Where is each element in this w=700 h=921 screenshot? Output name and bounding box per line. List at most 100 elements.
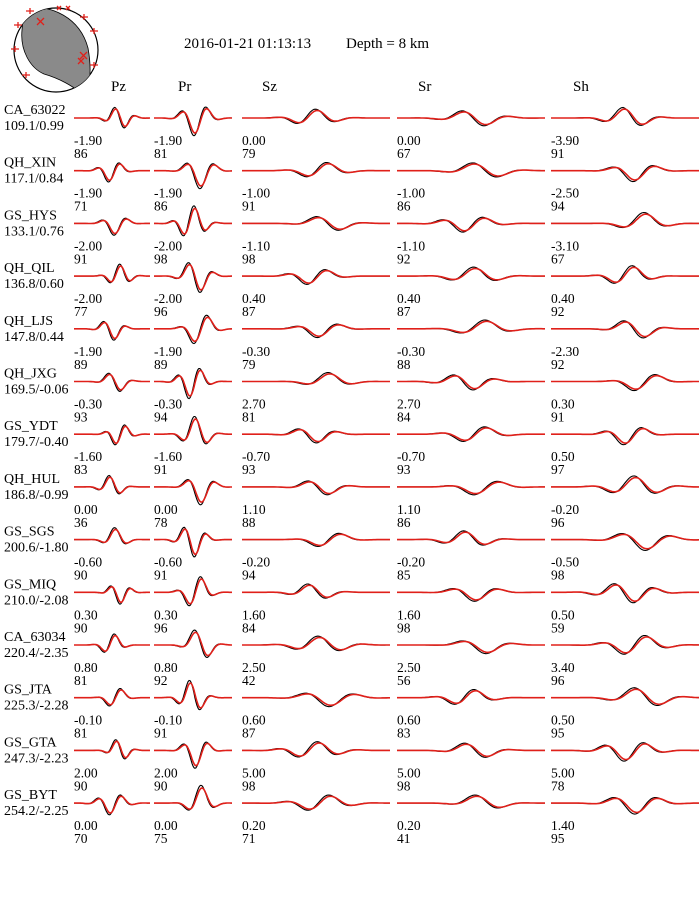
correlation-label: 95 [551,831,565,846]
correlation-label: 85 [397,568,411,583]
time-shift-label: -3.10 [551,238,579,253]
time-shift-label: -1.10 [397,238,425,253]
synthetic-waveform [74,218,150,235]
station-distance-azimuth: 210.0/-2.08 [4,593,69,608]
synthetic-waveform [242,584,390,599]
station-distance-azimuth: 186.8/-0.99 [4,488,69,503]
synthetic-waveform [397,588,545,601]
synthetic-waveform [397,640,545,654]
synthetic-waveform [154,787,232,810]
correlation-label: 91 [551,410,565,425]
time-shift-label: -0.20 [242,555,270,570]
correlation-label: 75 [154,831,168,846]
observed-waveform [551,427,699,446]
polarity-marker [65,5,71,11]
station-row: CA_63034220.4/-2.350.80810.80922.50422.5… [4,629,700,688]
correlation-label: 81 [154,146,168,161]
polarity-marker [14,22,22,28]
observed-waveform [242,692,390,708]
station-row: GS_SGS200.6/-1.80-0.6090-0.6091-0.2094-0… [4,525,700,583]
observed-waveform [74,217,150,236]
correlation-label: 87 [397,304,411,319]
time-shift-label: -1.90 [74,133,102,148]
station-distance-azimuth: 200.6/-1.80 [4,541,69,556]
synthetic-waveform [551,427,699,445]
time-shift-label: 0.00 [154,502,178,517]
polarity-marker [36,17,45,26]
synthetic-waveform [242,373,390,385]
synthetic-waveform [242,269,390,285]
correlation-label: 92 [154,673,168,688]
time-shift-label: -2.00 [74,291,102,306]
station-row: QH_JXG169.5/-0.06-0.3093-0.30942.70812.7… [4,367,699,425]
event-depth: Depth = 8 km [346,36,429,52]
station-name: GS_JTA [4,683,53,698]
synthetic-waveform [397,795,545,809]
observed-waveform [397,319,545,334]
correlation-label: 81 [74,726,88,741]
synthetic-waveform [242,795,390,811]
synthetic-waveform [551,374,699,391]
correlation-label: 91 [74,251,88,266]
time-shift-label: 0.50 [551,607,575,622]
synthetic-waveform [154,369,232,397]
time-shift-label: -0.60 [74,555,102,570]
synthetic-waveform [397,375,545,390]
time-shift-label: 0.20 [242,818,266,833]
synthetic-waveform [242,693,390,707]
station-row: GS_JTA225.3/-2.28-0.1081-0.10910.60870.6… [4,679,700,741]
time-shift-label: 1.10 [242,502,266,517]
time-shift-label: -0.70 [242,449,270,464]
correlation-label: 96 [154,304,168,319]
correlation-label: 70 [74,831,88,846]
time-shift-label: -2.00 [74,238,102,253]
station-distance-azimuth: 117.1/0.84 [4,172,63,187]
time-shift-label: 0.60 [242,713,266,728]
time-shift-label: 5.00 [551,765,575,780]
station-distance-azimuth: 147.8/0.44 [4,330,64,345]
time-shift-label: 0.00 [74,818,98,833]
observed-waveform [397,588,545,602]
station-distance-azimuth: 109.1/0.99 [4,119,64,134]
synthetic-waveform [74,108,151,128]
correlation-label: 77 [74,304,88,319]
synthetic-waveform [154,479,232,503]
station-row: QH_XIN117.1/0.84-1.9071-1.9086-1.0091-1.… [4,156,699,214]
synthetic-waveform [154,107,232,135]
correlation-label: 94 [242,568,256,583]
correlation-label: 98 [154,251,168,266]
observed-waveform [551,374,699,392]
time-shift-label: -0.30 [242,344,270,359]
time-shift-label: -2.00 [154,291,182,306]
time-shift-label: 2.50 [397,660,421,675]
correlation-label: 97 [551,462,565,477]
time-shift-label: -0.60 [154,555,182,570]
observed-waveform [74,527,150,545]
synthetic-waveform [242,636,390,651]
correlation-label: 56 [397,673,411,688]
synthetic-waveform [397,267,545,281]
synthetic-waveform [551,213,699,228]
time-shift-label: 1.60 [242,607,266,622]
time-shift-label: 1.60 [397,607,421,622]
synthetic-waveform [242,162,390,177]
time-shift-label: -0.30 [74,397,102,412]
correlation-label: 95 [551,726,565,741]
polarity-marker [26,8,34,14]
station-name: GS_YDT [4,419,58,434]
synthetic-waveform [397,217,545,232]
time-shift-label: -0.20 [397,555,425,570]
time-shift-label: -1.90 [154,186,182,201]
synthetic-waveform [74,163,150,182]
station-name: QH_HUL [4,472,60,487]
correlation-label: 86 [154,199,168,214]
synthetic-waveform [154,682,232,709]
observed-waveform [551,532,700,552]
correlation-label: 83 [74,462,88,477]
time-shift-label: 0.30 [551,397,575,412]
observed-waveform [551,211,699,229]
correlation-label: 91 [154,462,168,477]
synthetic-waveform [551,476,699,494]
time-shift-label: -1.90 [154,133,182,148]
